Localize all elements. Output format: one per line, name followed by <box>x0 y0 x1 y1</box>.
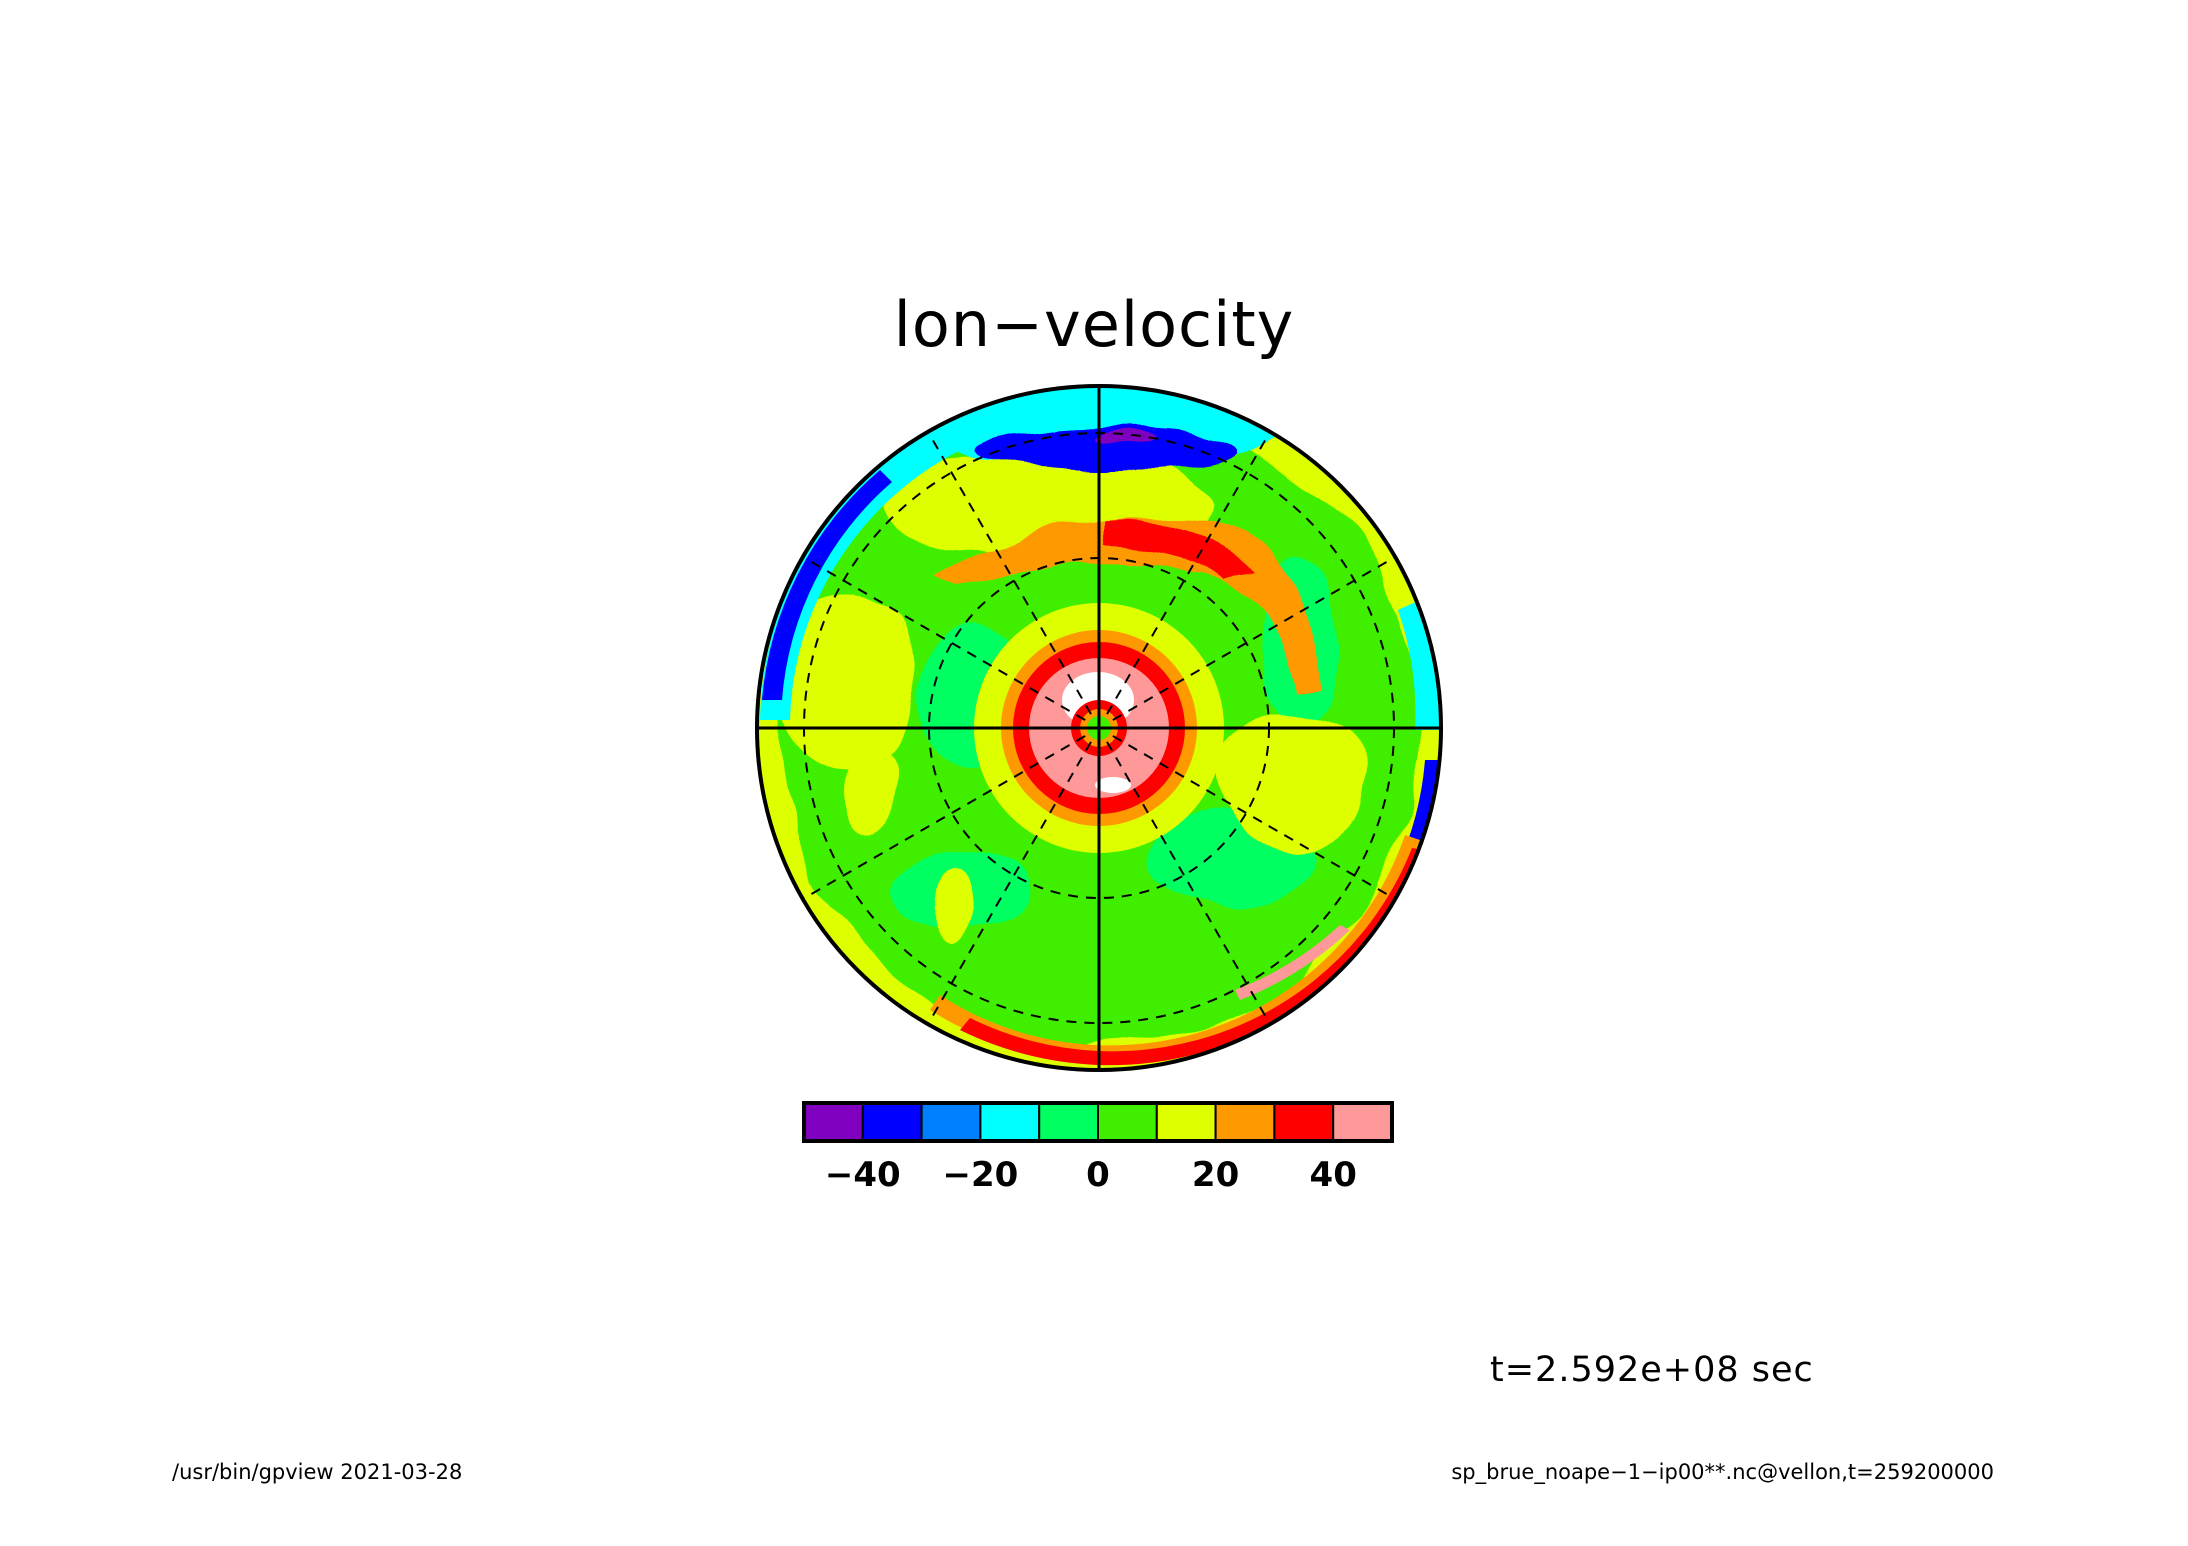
meridian-line <box>802 556 1086 721</box>
region-lower-jet <box>930 835 1425 1066</box>
colorbar-segment <box>803 1102 864 1142</box>
colorbar-segment <box>1214 1102 1276 1142</box>
meridian-line <box>1106 431 1271 715</box>
yellow-patch <box>775 590 915 770</box>
time-label: t=2.592e+08 sec <box>1490 1350 1814 1390</box>
colorbar-tick-label: 0 <box>1086 1155 1110 1195</box>
colorbar-segment <box>861 1102 923 1142</box>
colorbar-segment <box>1038 1102 1099 1142</box>
region-upper-jet <box>940 515 1320 690</box>
colorbar-segment <box>1332 1102 1393 1142</box>
colorbar-segment <box>1097 1102 1158 1142</box>
core-white-bottom <box>1095 777 1131 793</box>
colorbar-tick-label: 20 <box>1192 1155 1239 1195</box>
yellow-patch <box>933 869 977 941</box>
yellow-patch <box>1220 710 1370 850</box>
colorbar-tick-label: −20 <box>942 1155 1018 1195</box>
colorbar-segment <box>979 1102 1041 1142</box>
meridian-line <box>1112 735 1396 900</box>
region-yellow-patches <box>775 450 1370 941</box>
meridian-line <box>1112 556 1396 721</box>
meridian-line <box>802 735 1086 900</box>
colorbar-segment <box>920 1102 982 1142</box>
meridian-line <box>927 741 1092 1025</box>
colorbar-tick-label: 40 <box>1310 1155 1357 1195</box>
footer-program-date: /usr/bin/gpview 2021-03-28 <box>172 1460 463 1484</box>
chart-title: lon−velocity <box>893 288 1295 361</box>
colorbar-frame <box>802 1101 1394 1143</box>
colorbar-segment <box>1155 1102 1217 1142</box>
yellow-patch <box>840 750 900 830</box>
map-outline <box>755 384 1443 1072</box>
meridian-line <box>1106 741 1271 1025</box>
colorbar-segment <box>1273 1102 1335 1142</box>
colorbar: −40 −20 0 20 40 <box>802 1101 1394 1195</box>
footer-file-info: sp_brue_noape−1−ip00**.nc@vellon,t=25920… <box>1451 1460 1994 1484</box>
colorbar-tick-label: −40 <box>825 1155 901 1195</box>
map-grid <box>755 384 1443 1072</box>
meridian-line <box>927 431 1092 715</box>
